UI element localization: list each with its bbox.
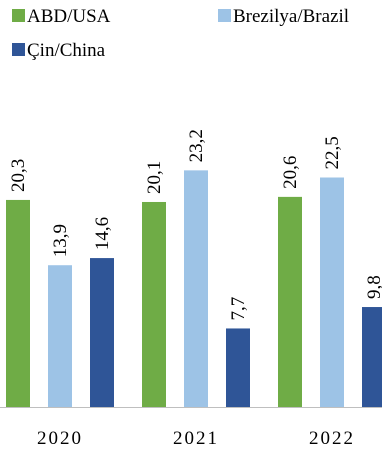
value-label-brazil-2020: 13,9 <box>50 224 71 257</box>
value-label-brazil-2021: 23,2 <box>186 129 207 162</box>
value-label-china-2020: 14,6 <box>92 217 113 250</box>
bar-brazil-2021 <box>184 170 208 407</box>
legend-label-usa: ABD/USA <box>27 6 111 27</box>
x-tick-label-2022: 2022 <box>309 428 355 449</box>
legend-item-china: Çin/China <box>12 40 106 61</box>
legend-item-usa: ABD/USA <box>12 6 111 27</box>
x-axis-ticks: 2020 2021 2022 <box>37 428 355 449</box>
legend-swatch-china <box>12 43 25 56</box>
value-label-china-2021: 7,7 <box>228 297 249 321</box>
legend-swatch-usa <box>12 9 25 22</box>
legend-item-brazil: Brezilya/Brazil <box>218 6 349 27</box>
bar-china-2021 <box>226 328 250 407</box>
legend: ABD/USA Brezilya/Brazil Çin/China <box>12 6 349 61</box>
legend-swatch-brazil <box>218 9 231 22</box>
bar-china-2020 <box>90 258 114 407</box>
legend-label-brazil: Brezilya/Brazil <box>233 6 349 27</box>
bar-brazil-2022 <box>320 177 344 407</box>
bar-china-2022 <box>362 307 382 407</box>
legend-label-china: Çin/China <box>27 40 106 61</box>
value-label-usa-2022: 20,6 <box>280 156 301 189</box>
bars <box>6 170 382 407</box>
bar-brazil-2020 <box>48 265 72 407</box>
value-label-brazil-2022: 22,5 <box>322 136 343 169</box>
value-label-usa-2020: 20,3 <box>8 159 29 192</box>
x-tick-label-2021: 2021 <box>173 428 219 449</box>
x-tick-label-2020: 2020 <box>37 428 83 449</box>
value-label-china-2022: 9,8 <box>364 275 382 299</box>
value-label-usa-2021: 20,1 <box>144 161 165 194</box>
bar-usa-2022 <box>278 196 302 407</box>
value-labels: 20,3 13,9 14,6 20,1 23,2 7,7 20,6 22,5 9,8 <box>8 129 382 320</box>
bar-usa-2020 <box>6 199 30 407</box>
bar-usa-2021 <box>142 201 166 407</box>
